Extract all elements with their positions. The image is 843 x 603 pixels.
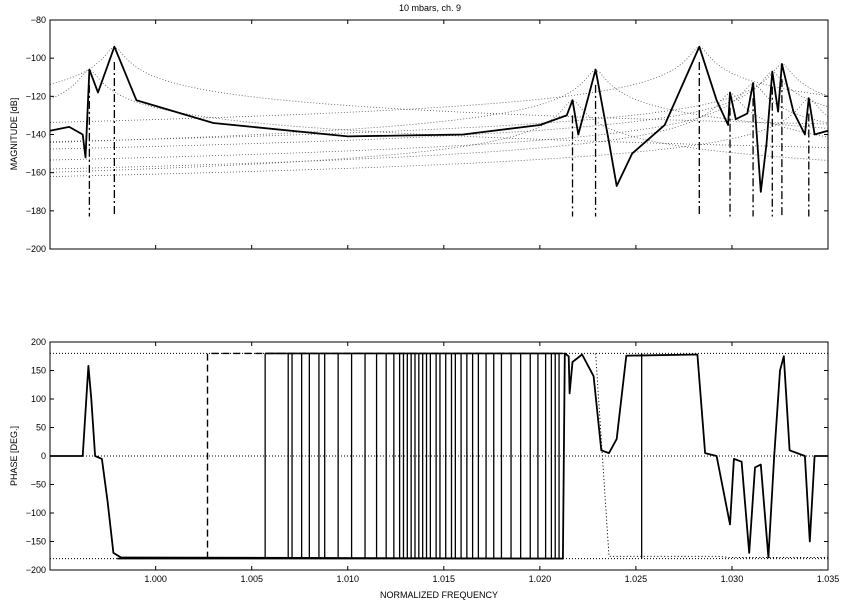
phase-line — [206, 352, 563, 559]
y-tick-label: −200 — [26, 244, 46, 254]
x-axis-label: NORMALIZED FREQUENCY — [380, 590, 498, 600]
phase-reference-lines — [50, 352, 828, 560]
y-tick-label: 100 — [31, 394, 46, 404]
y-tick-label: 50 — [36, 423, 46, 433]
magnitude-y-axis-label: MAGNITUDE [dB] — [9, 98, 19, 171]
magnitude-line — [49, 45, 829, 193]
component-curve — [49, 69, 829, 148]
component-curve — [49, 92, 829, 170]
y-tick-label: −120 — [26, 91, 46, 101]
y-tick-label: −150 — [26, 537, 46, 547]
y-tick-label: −200 — [26, 565, 46, 575]
y-tick-label: 0 — [41, 451, 46, 461]
y-tick-label: −100 — [26, 508, 46, 518]
magnitude-component-curves — [49, 46, 829, 177]
y-tick-label: −100 — [26, 53, 46, 63]
y-tick-label: −80 — [31, 15, 46, 25]
component-curve — [49, 100, 829, 173]
x-tick-label: 1.030 — [721, 574, 744, 584]
phase-series — [50, 352, 828, 560]
y-tick-label: −50 — [31, 480, 46, 490]
x-tick-label: 1.005 — [240, 574, 263, 584]
phase-y-ticks: 200 150 100 50 0 −50 −100 −150 −200 — [26, 337, 828, 575]
magnitude-y-ticks: −80 −100 −120 −140 −160 −180 −200 — [26, 15, 829, 254]
resonance-markers — [88, 61, 810, 217]
phase-plot-frame — [49, 341, 829, 571]
y-tick-label: −140 — [26, 130, 46, 140]
x-tick-label: 1.020 — [529, 574, 552, 584]
y-tick-label: 150 — [31, 366, 46, 376]
phase-line — [50, 352, 828, 560]
chart-title: 10 mbars, ch. 9 — [399, 3, 461, 13]
x-tick-label: 1.015 — [433, 574, 456, 584]
x-tick-label: 1.025 — [625, 574, 648, 584]
y-tick-label: 200 — [31, 337, 46, 347]
component-curve — [49, 71, 829, 150]
y-tick-label: −180 — [26, 206, 46, 216]
component-curve — [49, 46, 829, 125]
magnitude-panel: −80 −100 −120 −140 −160 −180 −200 MAGNITUDE [d… — [9, 15, 829, 254]
component-curve — [49, 64, 829, 142]
magnitude-series — [49, 45, 829, 193]
phase-x-ticks: 1.000 1.005 1.010 1.015 1.020 1.025 1.030 1.035 — [144, 342, 839, 584]
x-tick-label: 1.035 — [817, 574, 840, 584]
component-curve — [49, 47, 829, 123]
component-curve — [49, 69, 829, 143]
x-tick-label: 1.010 — [336, 574, 359, 584]
y-tick-label: −160 — [26, 168, 46, 178]
component-curve — [49, 97, 829, 177]
x-tick-label: 1.000 — [144, 574, 167, 584]
phase-y-axis-label: PHASE [DEG.] — [9, 426, 19, 486]
component-curve — [49, 83, 829, 161]
